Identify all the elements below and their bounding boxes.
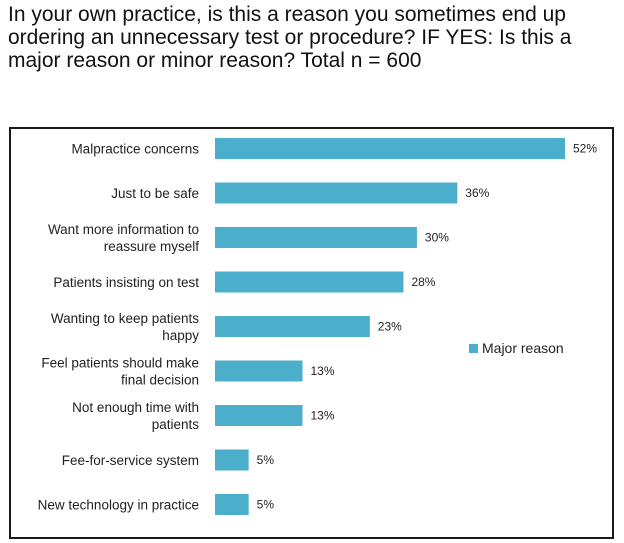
legend-swatch (469, 344, 478, 353)
category-label: Malpractice concerns (71, 142, 199, 157)
chart-frame: 52% Malpractice concerns 36% Just to be saf… (9, 127, 614, 539)
category-label: Feel patients should make (41, 356, 199, 371)
bar (215, 138, 565, 159)
category-label: Just to be safe (111, 186, 199, 201)
value-label: 28% (411, 275, 435, 289)
bar (215, 449, 249, 471)
bar (215, 271, 404, 293)
bar (215, 360, 303, 382)
category-label: New technology in practice (38, 498, 199, 513)
category-label: Want more information to (48, 222, 199, 237)
value-label: 5% (257, 498, 275, 512)
category-label: patients (152, 417, 200, 432)
value-label: 36% (465, 186, 489, 200)
category-label: Patients insisting on test (53, 275, 199, 290)
question-text: In your own practice, is this a reason y… (8, 3, 572, 72)
category-label: Wanting to keep patients (51, 311, 199, 326)
category-label: final decision (121, 373, 199, 388)
value-label: 23% (378, 320, 402, 334)
bar (215, 494, 249, 515)
category-label: happy (162, 328, 199, 343)
bar (215, 316, 370, 337)
bar-chart: 52% Malpractice concerns 36% Just to be saf… (38, 138, 597, 515)
value-label: 30% (425, 231, 449, 245)
category-label: Fee-for-service system (62, 453, 199, 468)
value-label: 52% (573, 142, 597, 156)
value-label: 13% (311, 364, 335, 378)
category-label: reassure myself (104, 239, 200, 254)
legend-label: Major reason (482, 340, 564, 356)
value-label: 5% (257, 453, 275, 467)
bar (215, 182, 458, 204)
category-label: Not enough time with (72, 400, 199, 415)
value-label: 13% (311, 409, 335, 423)
bar (215, 405, 303, 426)
bar (215, 227, 417, 248)
